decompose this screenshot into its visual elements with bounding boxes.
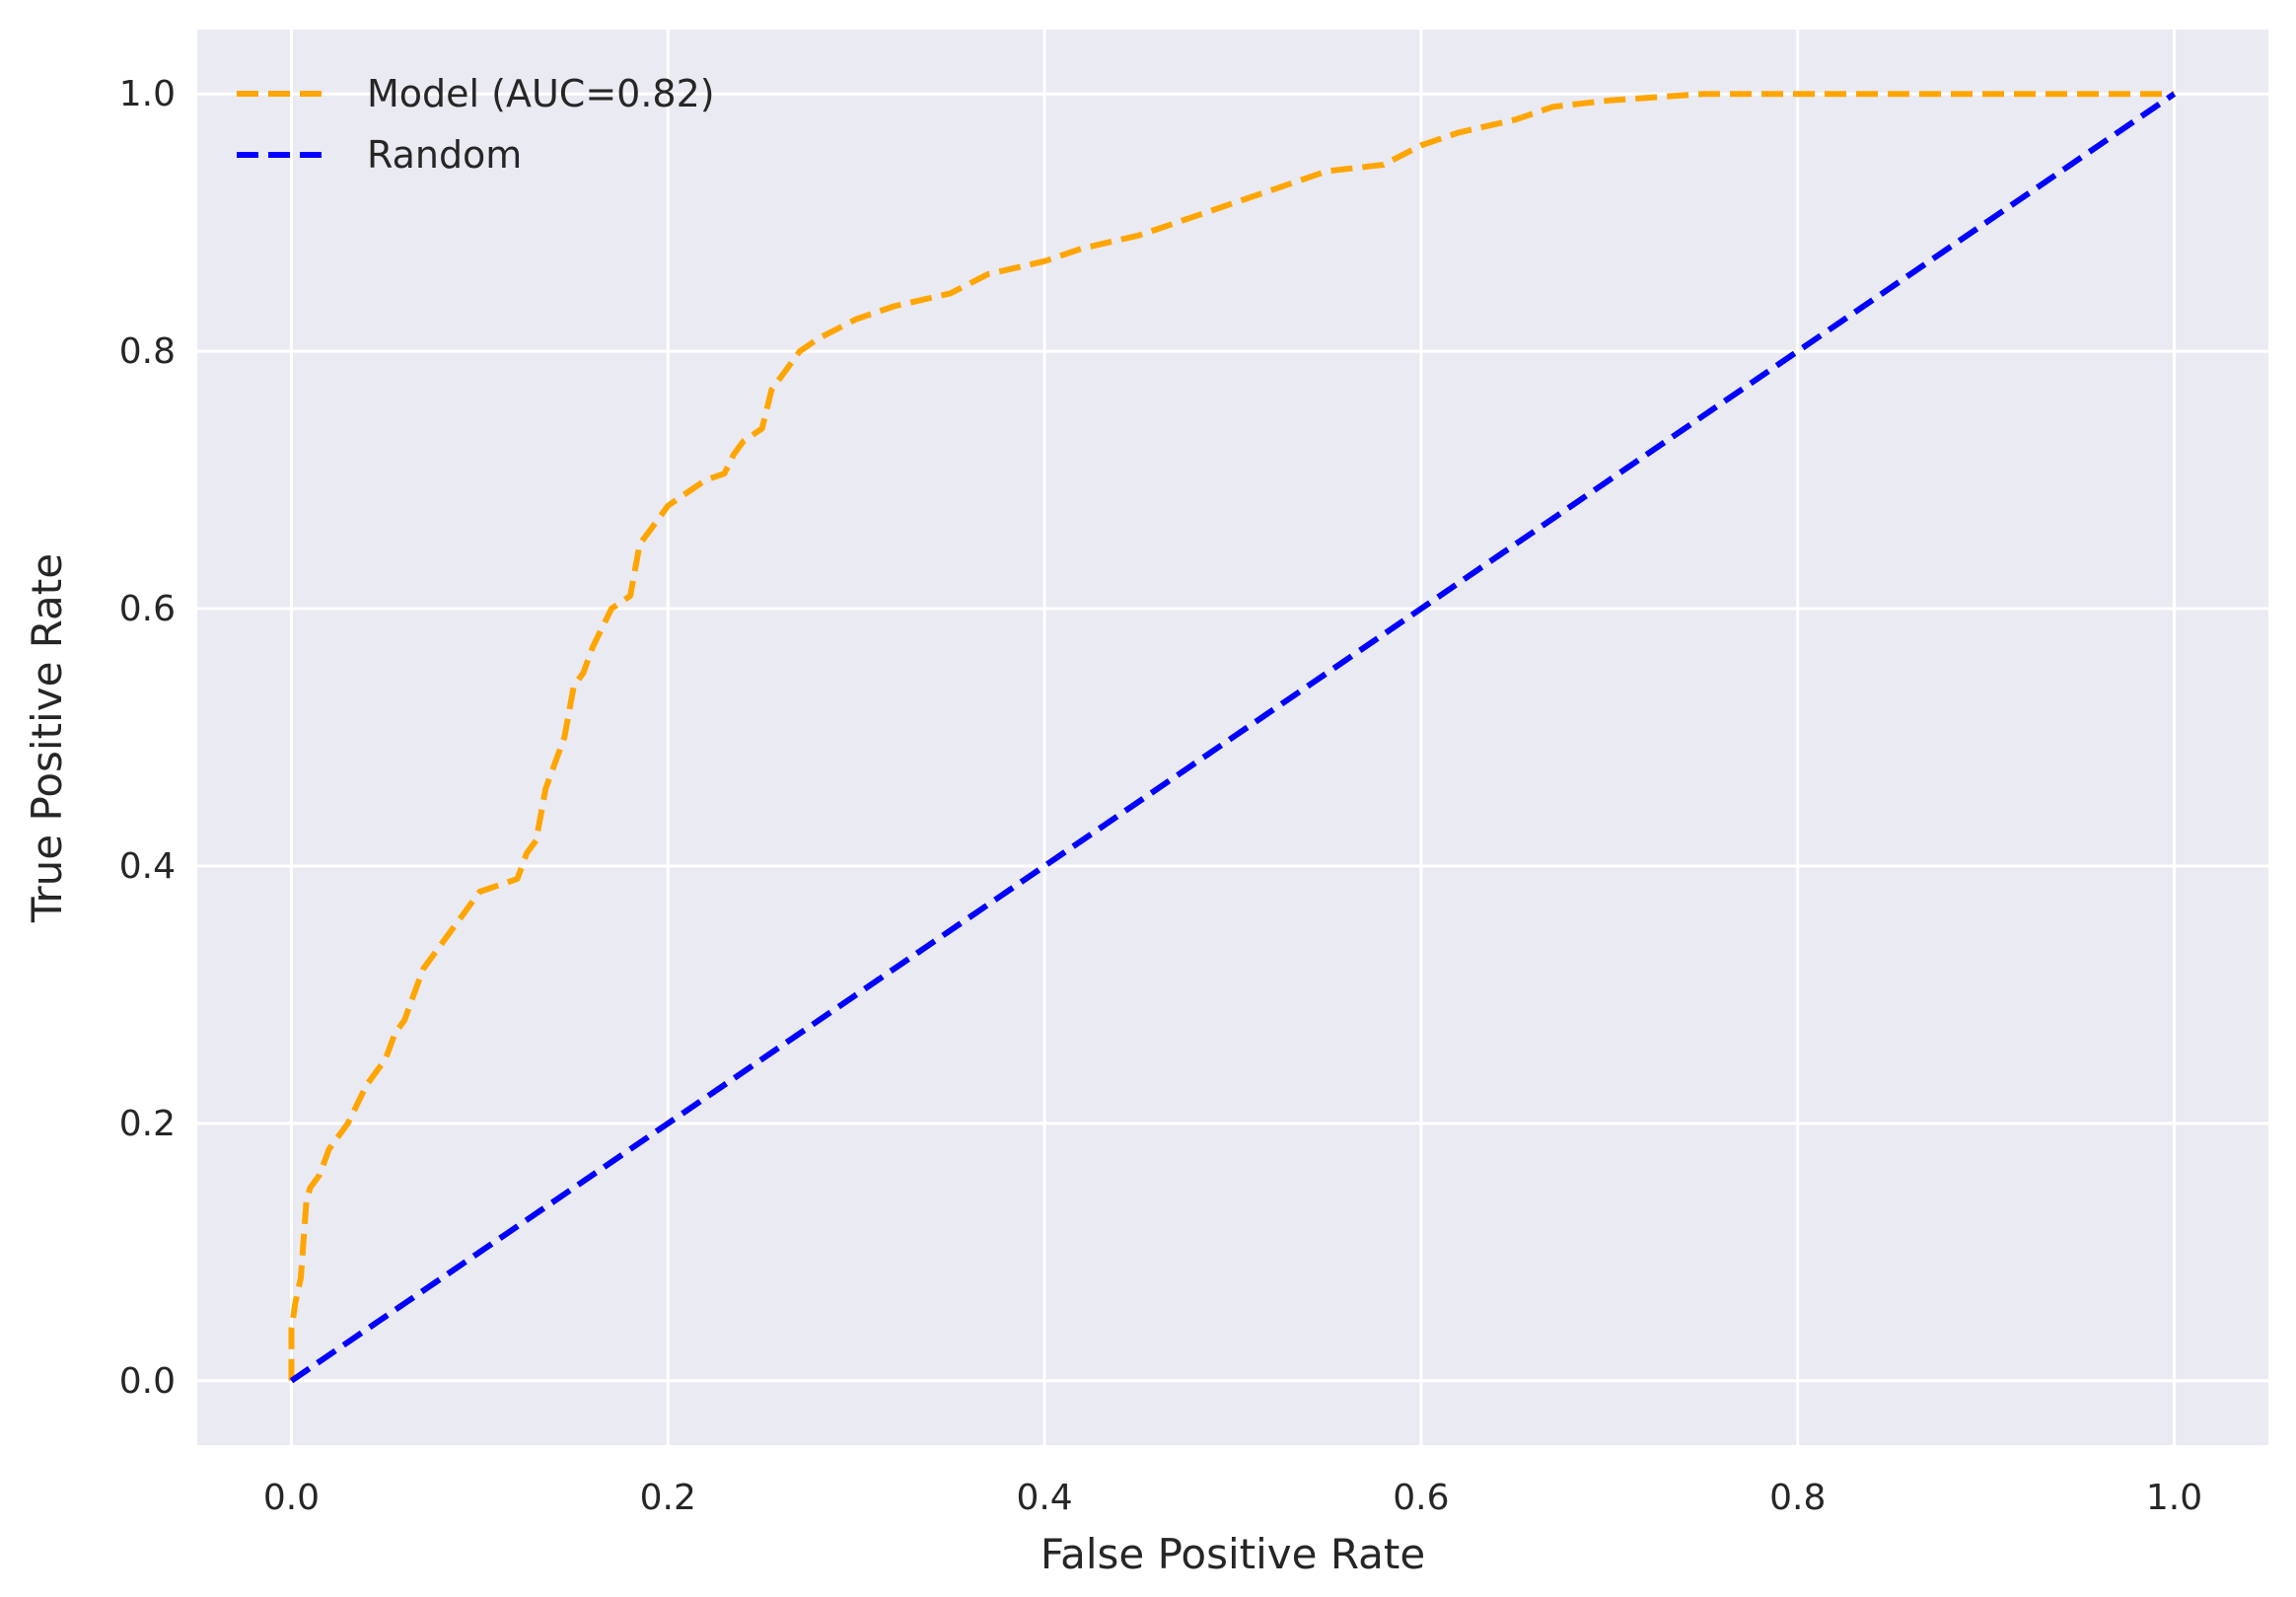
y-tick-label: 0.0 [119,1361,176,1402]
y-tick-labels: 0.0 0.2 0.4 0.6 0.8 1.0 [119,74,176,1402]
x-axis-label: False Positive Rate [1040,1530,1425,1578]
legend: Model (AUC=0.82) Random [237,72,715,177]
x-tick-label: 0.2 [640,1478,696,1518]
x-tick-label: 0.4 [1016,1478,1072,1518]
x-tick-label: 0.0 [263,1478,320,1518]
series-line-0 [288,91,2175,1381]
y-tick-label: 0.8 [119,331,176,372]
legend-label-0: Model (AUC=0.82) [367,72,715,115]
legend-label-1: Random [367,133,522,177]
x-tick-label: 0.6 [1393,1478,1449,1518]
y-tick-label: 0.6 [119,589,176,629]
y-axis-label: True Positive Rate [23,553,71,923]
y-tick-label: 0.4 [119,846,176,887]
series-lines [288,91,2177,1384]
y-tick-label: 1.0 [119,74,176,114]
y-tick-label: 0.2 [119,1104,176,1144]
x-tick-label: 0.8 [1769,1478,1826,1518]
grid-lines [197,30,2268,1445]
series-line-1 [289,91,2177,1384]
x-tick-label: 1.0 [2146,1478,2202,1518]
x-tick-labels: 0.0 0.2 0.4 0.6 0.8 1.0 [263,1478,2202,1518]
